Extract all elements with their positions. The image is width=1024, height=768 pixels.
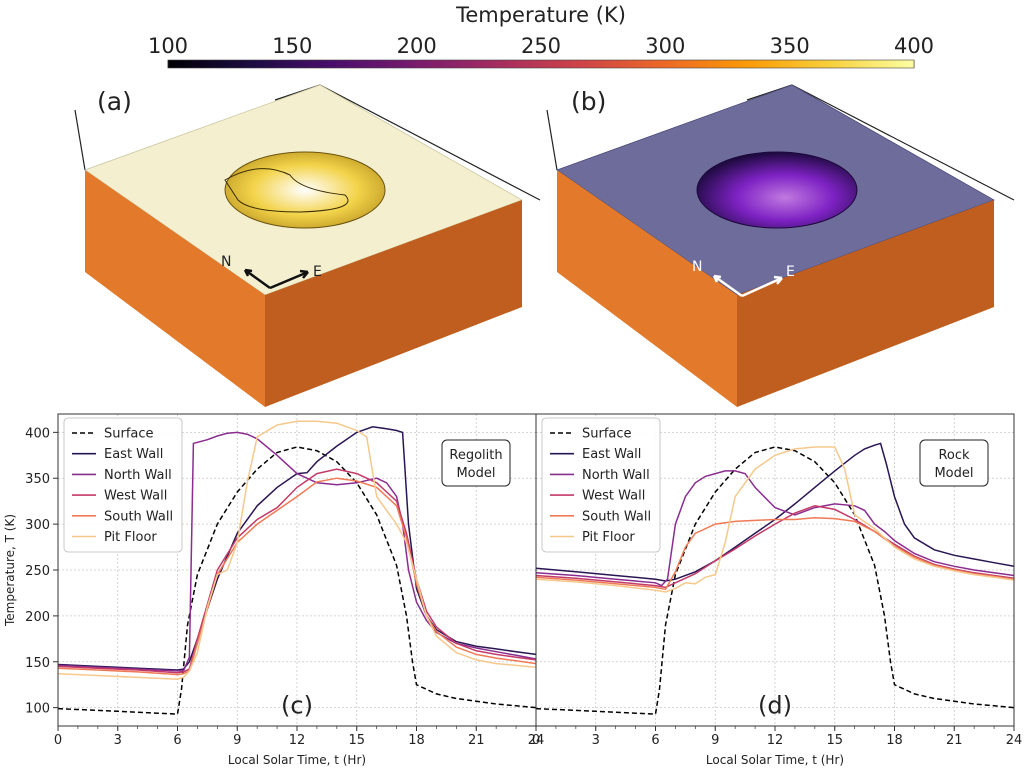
x-tick-label: 9 xyxy=(711,733,719,748)
north-label: N xyxy=(221,254,231,270)
x-tick-label: 21 xyxy=(468,733,485,748)
colorbar-tick-label: 250 xyxy=(521,34,561,58)
legend-entry: Pit Floor xyxy=(104,530,157,545)
x-axis-label: Local Solar Time, t (Hr) xyxy=(706,753,844,767)
panel-b-left-side xyxy=(557,170,737,407)
north-label: N xyxy=(692,259,702,275)
east-label: E xyxy=(313,264,322,280)
panel-a-label: (a) xyxy=(97,87,132,116)
y-tick-label: 200 xyxy=(25,610,50,625)
series-line-east-wall xyxy=(535,442,1015,582)
legend-entry: Surface xyxy=(104,427,154,442)
chart-c: 0 3 6 9 12 15 18 21 24 100 150 200 250 300 350 400 Local… xyxy=(3,413,545,767)
legend-entry: East Wall xyxy=(104,447,163,462)
x-tick-label: 12 xyxy=(767,733,784,748)
legend-entry: South Wall xyxy=(582,509,651,524)
panel-b-3d-block: (b) N E xyxy=(546,84,1015,407)
series-line-pit-floor xyxy=(57,420,537,680)
east-arrow-icon xyxy=(269,269,309,290)
colorbar-title: Temperature (K) xyxy=(455,3,626,27)
panel-a-pit-floor-outline xyxy=(224,168,349,213)
x-tick-label: 3 xyxy=(114,733,122,748)
y-tick-label: 300 xyxy=(25,518,50,533)
x-tick-label: 6 xyxy=(173,733,181,748)
model-label-text: Model xyxy=(934,466,973,481)
x-tick-label: 12 xyxy=(289,733,306,748)
north-arrow-icon xyxy=(243,268,271,290)
legend-entry: West Wall xyxy=(582,489,645,504)
chart-d: 0 3 6 9 12 15 18 21 24 Local Solar Time, t (Hr) (d… xyxy=(532,413,1023,767)
colorbar-tick-labels: 100 150 200 250 300 350 400 xyxy=(148,34,934,68)
panel-b-right-side xyxy=(737,200,994,407)
model-label-text: Regolith xyxy=(449,448,502,463)
colorbar-gradient xyxy=(167,59,915,69)
panel-b-label: (b) xyxy=(571,87,606,116)
north-arrow-icon xyxy=(712,274,743,298)
panel-a-right-side xyxy=(265,200,522,407)
legend-entry: Pit Floor xyxy=(582,530,635,545)
east-label: E xyxy=(786,264,795,280)
x-tick-label: 24 xyxy=(528,733,545,748)
colorbar: Temperature (K) 100 150 200 250 300 350 400 xyxy=(148,3,934,69)
panel-a-3d-block: (a) N E xyxy=(74,84,541,407)
x-tick-label: 24 xyxy=(1006,733,1023,748)
x-tick-label: 0 xyxy=(532,733,540,748)
panel-label: (d) xyxy=(758,692,792,720)
series-line-west-wall xyxy=(57,468,537,674)
x-tick-label: 18 xyxy=(886,733,903,748)
colorbar-tick-label: 400 xyxy=(894,34,934,58)
legend-box xyxy=(63,417,183,553)
y-tick-label: 150 xyxy=(25,656,50,671)
x-tick-label: 18 xyxy=(408,733,425,748)
x-tick-label: 15 xyxy=(348,733,365,748)
series-line-north-wall xyxy=(535,470,1015,587)
panel-a-pit xyxy=(224,151,386,229)
y-tick-label: 400 xyxy=(25,426,50,441)
colorbar-tick-label: 300 xyxy=(645,34,685,58)
panel-label: (c) xyxy=(281,692,313,720)
colorbar-tick-label: 200 xyxy=(397,34,437,58)
panel-a-compass: N E xyxy=(221,254,322,290)
series-line-west-wall xyxy=(535,505,1015,589)
series-line-pit-floor xyxy=(535,446,1015,593)
y-axis-label: Temperature, T (K) xyxy=(3,514,17,627)
x-tick-label: 6 xyxy=(651,733,659,748)
model-label-box xyxy=(441,439,511,487)
model-label-text: Model xyxy=(456,466,495,481)
model-label-text: Rock xyxy=(938,448,970,463)
colorbar-tick-label: 350 xyxy=(770,34,810,58)
legend-entry: South Wall xyxy=(104,509,173,524)
colorbar-tick-label: 100 xyxy=(148,34,188,58)
y-tick-label: 350 xyxy=(25,472,50,487)
panel-a-left-side xyxy=(85,170,265,407)
panel-b-pit xyxy=(696,151,858,229)
legend-entry: North Wall xyxy=(104,468,172,483)
y-tick-label: 100 xyxy=(25,702,50,717)
panel-b-compass: N E xyxy=(692,259,795,298)
series-line-east-wall xyxy=(57,426,537,671)
legend-entry: West Wall xyxy=(104,489,167,504)
legend-entry: East Wall xyxy=(582,447,641,462)
legend-box xyxy=(541,417,661,553)
x-tick-label: 9 xyxy=(233,733,241,748)
x-tick-label: 15 xyxy=(826,733,843,748)
series-line-south-wall xyxy=(535,516,1015,591)
series-line-south-wall xyxy=(57,477,537,676)
y-tick-label: 250 xyxy=(25,564,50,579)
x-tick-label: 3 xyxy=(592,733,600,748)
x-tick-label: 21 xyxy=(946,733,963,748)
east-arrow-icon xyxy=(741,275,783,298)
x-axis-label: Local Solar Time, t (Hr) xyxy=(228,753,366,767)
legend-entry: Surface xyxy=(582,427,632,442)
colorbar-tick-label: 150 xyxy=(272,34,312,58)
x-tick-label: 0 xyxy=(54,733,62,748)
model-label-box xyxy=(919,439,989,487)
legend-entry: North Wall xyxy=(582,468,650,483)
